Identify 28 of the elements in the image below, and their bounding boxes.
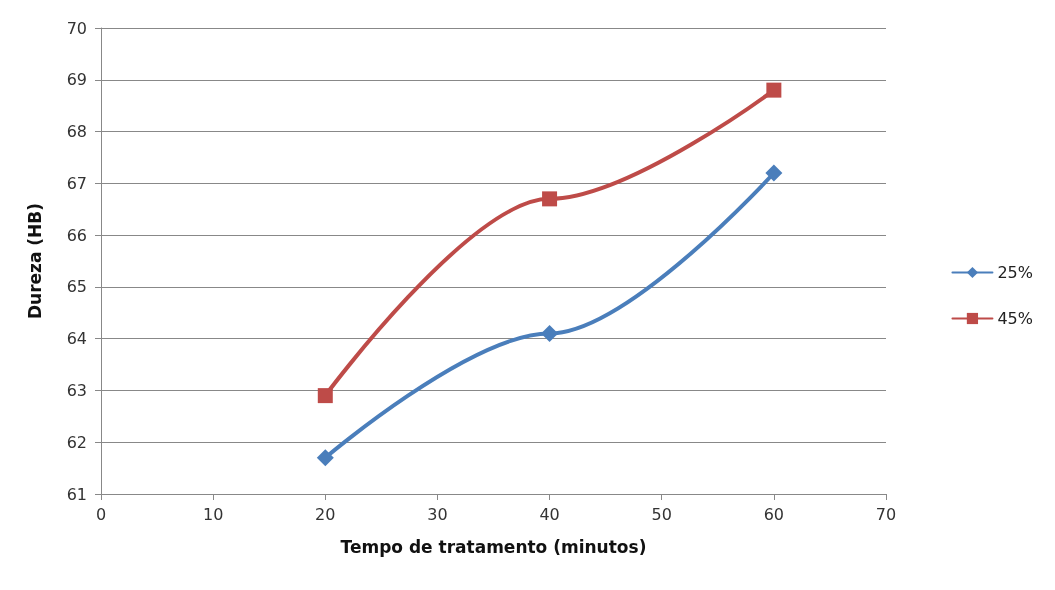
y-tick-label: 66 bbox=[66, 225, 87, 245]
legend-label: 25% bbox=[997, 263, 1033, 282]
x-tick-label: 0 bbox=[95, 504, 107, 524]
y-tick-label: 65 bbox=[66, 277, 87, 297]
x-axis-title: Tempo de tratamento (minutos) bbox=[340, 536, 647, 557]
y-tick-label: 62 bbox=[66, 432, 87, 452]
point bbox=[316, 449, 334, 467]
x-tick-label: 60 bbox=[763, 504, 785, 524]
x-tick-label: 70 bbox=[875, 504, 897, 524]
y-tick-label: 63 bbox=[66, 380, 87, 400]
legend-label: 45% bbox=[997, 309, 1033, 328]
y-tick-label: 61 bbox=[66, 484, 87, 504]
y-tick-label: 69 bbox=[66, 70, 87, 90]
y-tick-label: 64 bbox=[66, 329, 87, 349]
point bbox=[541, 324, 559, 342]
y-axis-title: Dureza (HB) bbox=[24, 202, 45, 320]
x-tick-label: 30 bbox=[427, 504, 448, 524]
y-tick-label: 67 bbox=[66, 173, 87, 193]
point bbox=[317, 388, 333, 404]
x-tick-label: 10 bbox=[202, 504, 224, 524]
point bbox=[765, 164, 783, 182]
point bbox=[542, 191, 558, 207]
point bbox=[766, 82, 782, 98]
x-tick-label: 20 bbox=[315, 504, 336, 524]
y-tick-label: 70 bbox=[66, 18, 87, 38]
x-tick-label: 40 bbox=[539, 504, 560, 524]
x-tick-label: 50 bbox=[651, 504, 672, 524]
y-tick-label: 68 bbox=[66, 122, 87, 142]
